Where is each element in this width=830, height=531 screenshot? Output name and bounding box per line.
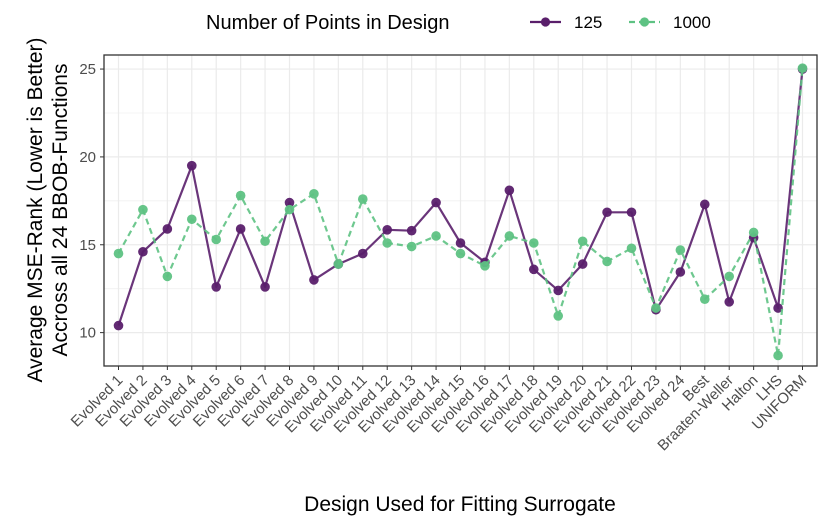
point-125-23	[675, 267, 686, 277]
point-1000-20	[602, 256, 612, 267]
y-axis: 10 15 20 25	[79, 61, 104, 342]
point-125-1	[138, 246, 148, 257]
point-1000-15	[480, 261, 490, 271]
legend-title: Number of Points in Design	[206, 12, 449, 34]
point-125-17	[528, 264, 539, 275]
y-tick-label-10: 10	[79, 325, 96, 342]
point-125-16	[504, 185, 515, 196]
point-1000-9	[333, 259, 344, 269]
legend-label-125: 125	[574, 13, 602, 32]
y-axis-title-line-2: Accross all 24 BBOB-Functions	[49, 64, 72, 357]
point-1000-21	[626, 243, 637, 254]
point-125-14	[455, 238, 466, 248]
point-1000-14	[455, 248, 466, 259]
point-1000-22	[651, 303, 661, 313]
point-1000-19	[577, 236, 588, 247]
y-axis-title-line-1: Average MSE-Rank (Lower is Better)	[24, 37, 47, 382]
y-tick-label-15: 15	[79, 237, 96, 254]
point-125-7	[284, 197, 295, 208]
point-1000-25	[724, 271, 735, 282]
point-1000-4	[211, 234, 222, 245]
x-axis-title: Design Used for Fitting Surrogate	[304, 493, 616, 516]
point-125-10	[357, 248, 368, 259]
point-1000-26	[748, 227, 759, 238]
point-1000-24	[699, 294, 710, 305]
legend-label-1000: 1000	[673, 13, 711, 32]
y-tick-label-20: 20	[79, 149, 96, 166]
point-1000-28	[797, 63, 808, 73]
point-1000-8	[309, 189, 319, 199]
point-125-5	[235, 224, 246, 234]
point-125-18	[553, 285, 564, 296]
point-1000-6	[260, 236, 270, 247]
point-125-20	[602, 207, 612, 218]
point-1000-12	[406, 241, 417, 252]
point-1000-16	[504, 231, 515, 241]
point-125-12	[406, 225, 417, 236]
point-1000-18	[553, 311, 564, 321]
point-125-6	[260, 282, 270, 292]
point-125-0	[113, 320, 124, 331]
point-125-4	[211, 282, 222, 292]
point-1000-2	[162, 271, 173, 282]
point-125-3	[186, 160, 197, 171]
point-1000-11	[382, 238, 393, 248]
point-1000-5	[235, 190, 246, 201]
point-1000-7	[284, 204, 295, 215]
point-125-11	[382, 225, 393, 235]
point-1000-1	[138, 204, 148, 215]
point-1000-17	[528, 238, 539, 248]
point-1000-10	[357, 194, 368, 204]
point-125-8	[309, 275, 319, 285]
legend: Number of Points in Design 125 1000	[206, 12, 711, 34]
series-layer	[113, 63, 808, 361]
y-tick-label-25: 25	[79, 61, 96, 78]
legend-key-125-marker	[540, 17, 551, 27]
point-125-2	[162, 224, 173, 234]
point-125-27	[773, 303, 783, 313]
point-125-24	[699, 199, 710, 210]
point-1000-13	[431, 231, 441, 241]
point-125-25	[724, 297, 735, 307]
point-1000-3	[186, 214, 197, 225]
point-125-13	[431, 197, 441, 208]
point-125-19	[577, 259, 588, 269]
point-1000-23	[675, 245, 686, 255]
point-1000-27	[773, 350, 783, 361]
point-125-21	[626, 207, 637, 218]
point-1000-0	[113, 248, 124, 259]
legend-key-1000-marker	[639, 17, 650, 27]
